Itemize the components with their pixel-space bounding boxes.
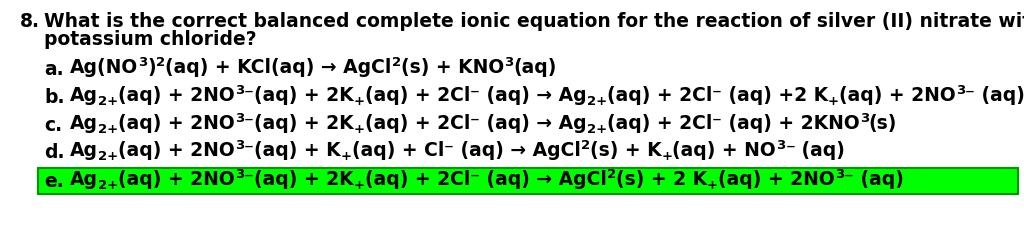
Text: 2+: 2+ [587, 95, 606, 108]
Text: (aq) + KCl(aq) → AgCl: (aq) + KCl(aq) → AgCl [165, 58, 391, 77]
Text: 2+: 2+ [98, 123, 118, 136]
Text: +: + [341, 150, 351, 163]
Text: ⁻: ⁻ [844, 170, 854, 189]
Text: 2: 2 [581, 139, 590, 152]
Text: 2+: 2+ [98, 95, 118, 108]
Text: +: + [828, 95, 839, 108]
Text: (aq) + 2K: (aq) + 2K [254, 86, 353, 105]
Text: (s) + K: (s) + K [590, 141, 662, 160]
Text: Ag(NO: Ag(NO [70, 58, 138, 77]
Text: (aq) + 2NO: (aq) + 2NO [118, 86, 234, 105]
Text: 3: 3 [504, 56, 513, 69]
Text: 3: 3 [234, 168, 244, 181]
Text: ⁻: ⁻ [244, 170, 254, 189]
Text: (aq) + NO: (aq) + NO [673, 141, 776, 160]
Text: ⁻: ⁻ [965, 86, 975, 105]
Text: ⁻: ⁻ [244, 114, 254, 133]
Text: potassium chloride?: potassium chloride? [44, 30, 257, 49]
Text: (aq) → AgCl: (aq) → AgCl [454, 141, 581, 160]
Text: ⁻: ⁻ [244, 141, 254, 160]
Text: d.: d. [44, 143, 65, 162]
Text: e.: e. [44, 172, 63, 191]
Text: (aq): (aq) [513, 58, 557, 77]
Text: (aq) → Ag: (aq) → Ag [480, 86, 587, 105]
Text: 2: 2 [156, 56, 165, 69]
Text: ): ) [147, 58, 156, 77]
Text: 3: 3 [776, 139, 785, 152]
Text: (aq) + 2Cl: (aq) + 2Cl [365, 114, 470, 133]
Text: ⁻: ⁻ [712, 86, 722, 105]
Text: a.: a. [44, 60, 63, 79]
Text: c.: c. [44, 116, 62, 135]
Text: What is the correct balanced complete ionic equation for the reaction of silver : What is the correct balanced complete io… [44, 12, 1024, 31]
Text: +: + [353, 123, 365, 136]
Text: ⁻: ⁻ [470, 114, 480, 133]
Text: (aq) +2 K: (aq) +2 K [722, 86, 828, 105]
Text: (aq): (aq) [854, 170, 904, 189]
Text: 2: 2 [607, 168, 615, 181]
Text: 2+: 2+ [587, 123, 606, 136]
Text: (aq) + 2KNO: (aq) + 2KNO [722, 114, 859, 133]
Text: (aq): (aq) [796, 141, 845, 160]
Text: (aq) + 2K: (aq) + 2K [254, 170, 353, 189]
Text: (aq) + K: (aq) + K [254, 141, 341, 160]
Text: Ag: Ag [70, 114, 98, 133]
Text: 3: 3 [835, 168, 844, 181]
Text: (aq) → Ag: (aq) → Ag [480, 114, 587, 133]
Text: 3: 3 [234, 84, 244, 97]
Text: +: + [353, 179, 365, 192]
Text: 2+: 2+ [98, 179, 118, 192]
Text: ⁻: ⁻ [712, 114, 722, 133]
Text: (aq) + 2Cl: (aq) + 2Cl [365, 170, 470, 189]
Text: b.: b. [44, 88, 65, 107]
Text: +: + [662, 150, 673, 163]
Text: (s): (s) [869, 114, 897, 133]
Text: (aq) + 2Cl: (aq) + 2Cl [365, 86, 470, 105]
Text: ⁻: ⁻ [244, 86, 254, 105]
Text: (aq) + 2NO: (aq) + 2NO [839, 86, 955, 105]
Text: 2: 2 [391, 56, 400, 69]
Text: 3: 3 [138, 56, 147, 69]
Text: ⁻: ⁻ [444, 141, 454, 160]
Text: (aq): (aq) [975, 86, 1024, 105]
Text: 2+: 2+ [98, 150, 118, 163]
Text: ⁻: ⁻ [785, 141, 796, 160]
Text: 3: 3 [234, 112, 244, 125]
Text: (aq) + 2K: (aq) + 2K [254, 114, 353, 133]
Text: (aq) + 2NO: (aq) + 2NO [118, 114, 234, 133]
Text: +: + [353, 95, 365, 108]
Text: 3: 3 [234, 139, 244, 152]
Text: +: + [707, 179, 718, 192]
Text: (aq) + Cl: (aq) + Cl [351, 141, 444, 160]
Text: Ag: Ag [70, 86, 98, 105]
Text: (aq) + 2Cl: (aq) + 2Cl [606, 86, 712, 105]
Text: ⁻: ⁻ [470, 86, 480, 105]
Text: Ag: Ag [70, 141, 98, 160]
Text: (s) + 2 K: (s) + 2 K [615, 170, 707, 189]
Bar [38, 168, 1018, 194]
Text: (aq) + 2NO: (aq) + 2NO [718, 170, 835, 189]
Text: Ag: Ag [70, 170, 98, 189]
Text: 8.: 8. [20, 12, 40, 31]
Text: 3: 3 [859, 112, 869, 125]
Text: (s) + KNO: (s) + KNO [400, 58, 504, 77]
Text: (aq) + 2NO: (aq) + 2NO [118, 170, 234, 189]
Text: 3: 3 [955, 84, 965, 97]
Text: (aq) → AgCl: (aq) → AgCl [480, 170, 607, 189]
Text: ⁻: ⁻ [470, 170, 480, 189]
Text: (aq) + 2Cl: (aq) + 2Cl [606, 114, 712, 133]
Text: (aq) + 2NO: (aq) + 2NO [118, 141, 234, 160]
